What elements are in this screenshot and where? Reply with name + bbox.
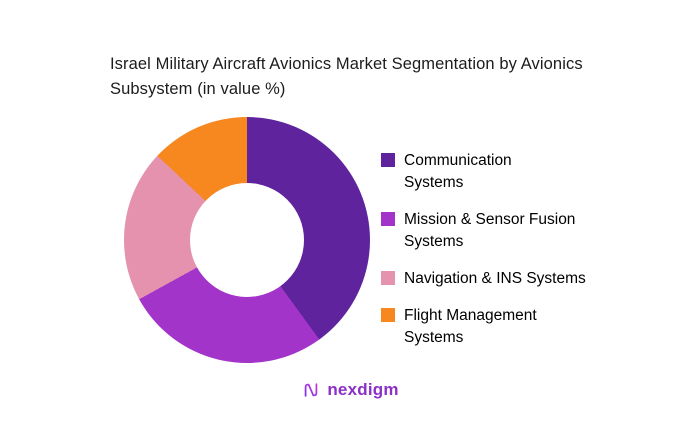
legend-item-navigation-ins-systems: Navigation & INS Systems xyxy=(381,268,586,290)
legend-item-mission-sensor-fusion-systems: Mission & Sensor Fusion Systems xyxy=(381,209,586,253)
legend-swatch-mission-sensor-fusion-systems xyxy=(381,212,395,226)
legend-label-flight-management-systems: Flight Management Systems xyxy=(404,307,537,346)
legend-swatch-communication-systems xyxy=(381,153,395,167)
legend-label-navigation-ins-systems: Navigation & INS Systems xyxy=(404,270,586,287)
donut-chart xyxy=(124,117,370,363)
brand-footer: nexdigm xyxy=(0,380,700,400)
brand-name: nexdigm xyxy=(327,380,399,399)
legend-label-communication-systems: Communication Systems xyxy=(404,152,512,191)
legend-item-communication-systems: Communication Systems xyxy=(381,150,586,194)
donut-hole xyxy=(190,183,304,297)
legend-swatch-flight-management-systems xyxy=(381,308,395,322)
legend-swatch-navigation-ins-systems xyxy=(381,271,395,285)
chart-title: Israel Military Aircraft Avionics Market… xyxy=(110,55,583,98)
legend-item-flight-management-systems: Flight Management Systems xyxy=(381,305,586,349)
legend-label-mission-sensor-fusion-systems: Mission & Sensor Fusion Systems xyxy=(404,211,576,250)
legend: Communication Systems Mission & Sensor F… xyxy=(381,150,586,349)
nexdigm-logo-icon xyxy=(301,380,321,400)
